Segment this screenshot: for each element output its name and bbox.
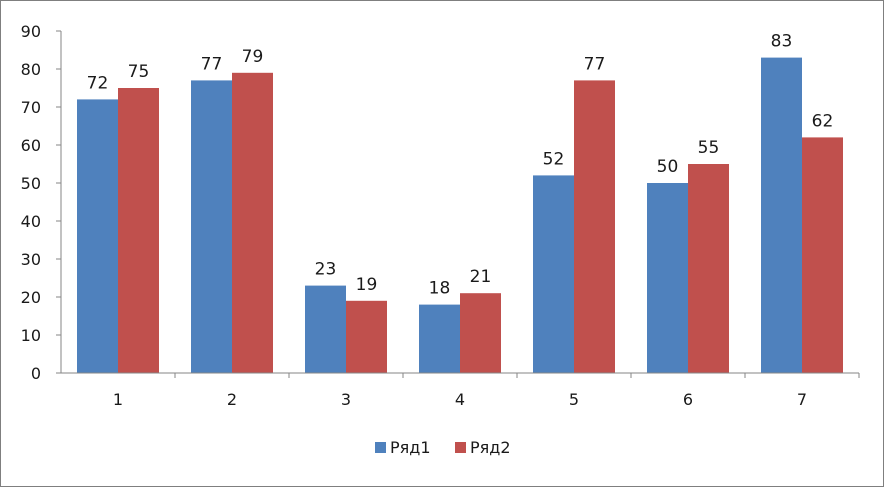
data-label-series1-cat4: 18 bbox=[429, 279, 451, 299]
x-tick-label: 5 bbox=[569, 390, 579, 409]
data-label-series2-cat6: 55 bbox=[698, 138, 720, 158]
y-tick-label: 30 bbox=[21, 250, 41, 269]
data-label-series2-cat4: 21 bbox=[470, 267, 492, 287]
data-label-series2-cat2: 79 bbox=[242, 47, 264, 67]
x-tick-labels: 1 2 3 4 5 6 7 bbox=[113, 373, 860, 409]
bar-series2-cat4 bbox=[460, 293, 501, 373]
data-label-series2-cat7: 62 bbox=[812, 111, 834, 131]
bar-series1-cat2 bbox=[191, 80, 232, 374]
data-label-series1-cat1: 72 bbox=[87, 73, 109, 93]
data-labels: 72 75 77 79 23 19 18 21 52 77 50 55 83 62 bbox=[87, 32, 834, 299]
bar-series1-cat3 bbox=[305, 285, 346, 373]
legend-label-series1: Ряд1 bbox=[390, 438, 431, 457]
data-label-series1-cat3: 23 bbox=[315, 260, 337, 280]
data-label-series1-cat6: 50 bbox=[657, 157, 679, 177]
x-tick-label: 4 bbox=[455, 390, 465, 409]
legend-swatch-series2 bbox=[455, 442, 466, 453]
y-tick-label: 40 bbox=[21, 212, 41, 231]
legend-label-series2: Ряд2 bbox=[470, 438, 511, 457]
y-tick-label: 50 bbox=[21, 174, 41, 193]
x-tick-label: 1 bbox=[113, 390, 123, 409]
x-tick-label: 2 bbox=[227, 390, 237, 409]
y-tick-label: 60 bbox=[21, 136, 41, 155]
legend: Ряд1 Ряд2 bbox=[375, 438, 511, 457]
bar-series1-cat7 bbox=[761, 57, 802, 373]
legend-swatch-series1 bbox=[375, 442, 386, 453]
bar-series1-cat1 bbox=[77, 99, 118, 374]
data-label-series1-cat7: 83 bbox=[771, 32, 793, 52]
bar-series2-cat1 bbox=[118, 88, 159, 373]
bar-series2-cat7 bbox=[802, 137, 843, 373]
y-tick-label: 90 bbox=[21, 22, 41, 41]
bar-series2-cat2 bbox=[232, 72, 273, 374]
y-tick-label: 80 bbox=[21, 60, 41, 79]
y-tick-label: 20 bbox=[21, 288, 41, 307]
bar-series2-cat6 bbox=[688, 164, 729, 373]
y-tick-label: 0 bbox=[31, 364, 41, 383]
y-tick-label: 70 bbox=[21, 98, 41, 117]
y-tick-label: 10 bbox=[21, 326, 41, 345]
bar-series1-cat5 bbox=[533, 175, 574, 373]
bar-series2-cat3 bbox=[346, 300, 387, 373]
data-label-series2-cat3: 19 bbox=[356, 275, 378, 295]
bar-series1-cat4 bbox=[419, 304, 460, 373]
x-tick-label: 7 bbox=[797, 390, 807, 409]
data-label-series2-cat1: 75 bbox=[128, 62, 150, 82]
x-tick-label: 3 bbox=[341, 390, 351, 409]
y-tick-labels: 0 10 20 30 40 50 60 70 80 90 bbox=[21, 22, 61, 383]
data-label-series1-cat2: 77 bbox=[201, 54, 223, 74]
data-label-series2-cat5: 77 bbox=[584, 54, 606, 74]
bars bbox=[77, 57, 843, 374]
x-tick-label: 6 bbox=[683, 390, 693, 409]
bar-series1-cat6 bbox=[647, 183, 688, 373]
data-label-series1-cat5: 52 bbox=[543, 149, 565, 169]
bar-series2-cat5 bbox=[574, 80, 615, 374]
